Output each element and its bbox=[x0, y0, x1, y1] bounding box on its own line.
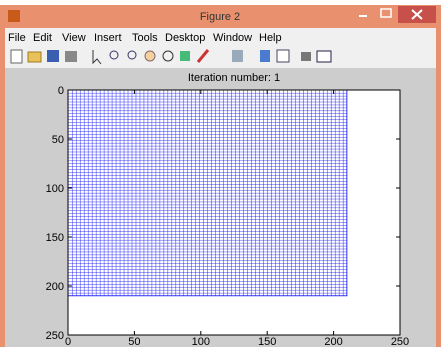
x-tick-label: 250 bbox=[391, 336, 409, 347]
close-icon bbox=[411, 9, 423, 20]
menu-item[interactable]: Edit bbox=[33, 32, 52, 44]
toolbar bbox=[10, 49, 332, 65]
app-icon bbox=[8, 10, 20, 22]
axes-box bbox=[67, 89, 401, 336]
tool-open[interactable] bbox=[27, 51, 42, 63]
mesh bbox=[67, 89, 348, 297]
y-tick-label: 150 bbox=[46, 232, 64, 244]
menu-item[interactable]: Window bbox=[213, 32, 252, 44]
x-tick-label: 50 bbox=[128, 336, 140, 347]
y-tick-label: 50 bbox=[52, 134, 64, 146]
tool-rotate[interactable] bbox=[162, 50, 174, 62]
x-tick-label: 0 bbox=[65, 336, 71, 347]
tool-colorbar[interactable] bbox=[260, 50, 270, 62]
window-title: Figure 2 bbox=[200, 11, 240, 23]
menu-item[interactable]: View bbox=[62, 32, 86, 44]
menu-item[interactable]: Help bbox=[259, 32, 282, 44]
y-tick-label: 200 bbox=[46, 281, 64, 293]
tool-pointer[interactable] bbox=[92, 50, 102, 65]
tool-link[interactable] bbox=[232, 50, 243, 62]
minimize-button[interactable] bbox=[352, 6, 374, 22]
x-tick-label: 100 bbox=[192, 336, 210, 347]
tool-datacursor[interactable] bbox=[180, 51, 190, 61]
tool-save[interactable] bbox=[47, 50, 59, 62]
x-tick-label: 200 bbox=[324, 336, 342, 347]
tool-legend[interactable] bbox=[276, 49, 290, 63]
y-tick-label: 0 bbox=[58, 85, 64, 97]
menu-item[interactable]: File bbox=[8, 32, 26, 44]
maximize-icon bbox=[380, 8, 392, 18]
tool-pan[interactable] bbox=[144, 50, 156, 62]
tool-hide[interactable] bbox=[301, 52, 311, 61]
x-tick-label: 150 bbox=[258, 336, 276, 347]
tool-show[interactable] bbox=[316, 50, 332, 63]
chart-title: Iteration number: 1 bbox=[188, 72, 280, 84]
tool-print[interactable] bbox=[65, 51, 77, 62]
menu-item[interactable]: Insert bbox=[94, 32, 122, 44]
y-tick-label: 100 bbox=[46, 183, 64, 195]
y-tick-label: 250 bbox=[46, 330, 64, 342]
tool-zoom-out[interactable] bbox=[127, 50, 137, 60]
tool-new[interactable] bbox=[10, 49, 23, 64]
tool-zoom-in[interactable] bbox=[109, 50, 119, 60]
tool-brush[interactable] bbox=[196, 49, 210, 63]
menu-item[interactable]: Tools bbox=[132, 32, 158, 44]
menu-item[interactable]: Desktop bbox=[165, 32, 205, 44]
